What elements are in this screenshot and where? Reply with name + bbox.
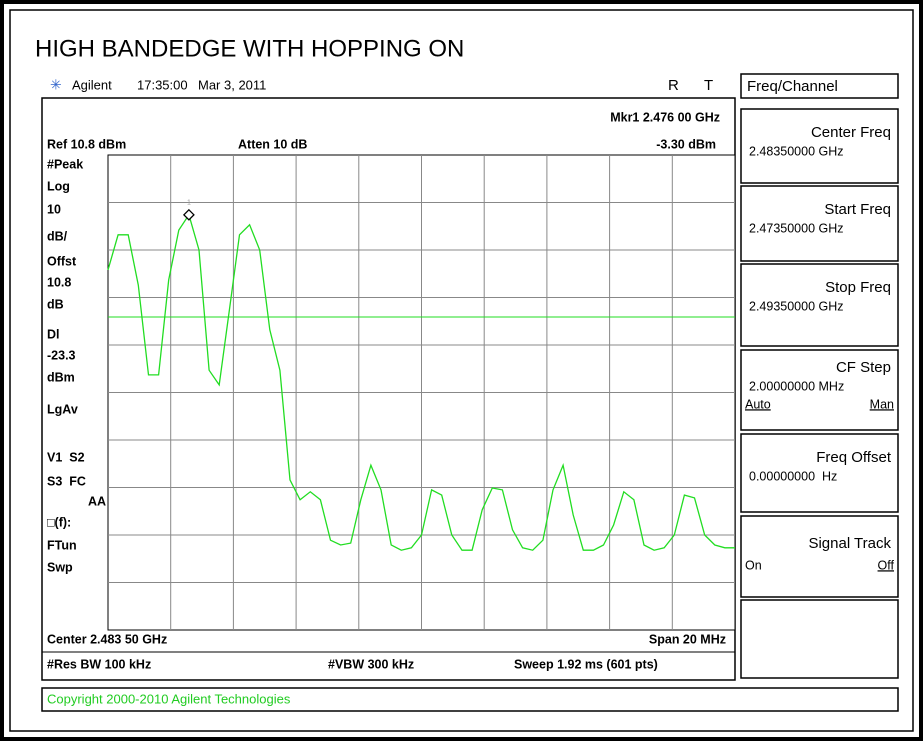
trace	[107, 213, 735, 551]
side-label: □(f):	[47, 515, 71, 529]
side-label: Dl	[47, 327, 60, 341]
menu-title-box	[740, 73, 899, 99]
side-label: LgAv	[47, 402, 78, 416]
side-label: FTun	[47, 538, 77, 552]
softkey[interactable]	[740, 433, 899, 513]
softkey-value: 2.49350000 GHz	[749, 299, 844, 313]
side-label: 10.8	[47, 275, 71, 289]
brand: Agilent	[72, 77, 112, 92]
res-bw: #Res BW 100 kHz	[47, 657, 151, 671]
softkey-label: Signal Track	[808, 535, 891, 552]
softkey-value: 0.00000000 Hz	[749, 469, 837, 483]
center-freq: Center 2.483 50 GHz	[47, 632, 167, 646]
menu-title: Freq/Channel	[747, 78, 838, 95]
side-label: S3 FC	[47, 474, 86, 488]
time: 17:35:00	[137, 77, 188, 92]
softkey-option: Man	[870, 397, 894, 411]
softkey-option: Auto	[745, 397, 771, 411]
vbw: #VBW 300 kHz	[328, 657, 414, 671]
softkey[interactable]	[740, 263, 899, 347]
softkey-label: Center Freq	[811, 124, 891, 141]
side-label: Log	[47, 179, 70, 193]
softkey-value: 2.00000000 MHz	[749, 379, 844, 393]
softkey[interactable]	[740, 108, 899, 184]
side-label: -23.3	[47, 348, 76, 362]
logo: ✳	[50, 77, 62, 93]
softkey[interactable]	[740, 349, 899, 431]
softkey[interactable]	[740, 515, 899, 598]
softkey[interactable]	[740, 185, 899, 262]
softkey-label: Start Freq	[824, 201, 891, 218]
side-label: Swp	[47, 560, 73, 574]
attenuation: Atten 10 dB	[238, 137, 307, 151]
marker-level: -3.30 dBm	[656, 137, 716, 151]
softkey-label: CF Step	[836, 359, 891, 376]
flag: T	[704, 77, 713, 94]
side-label: AA	[88, 494, 106, 508]
date: Mar 3, 2011	[198, 77, 266, 92]
title: HIGH BANDEDGE WITH HOPPING ON	[35, 35, 464, 62]
copyright: Copyright 2000-2010 Agilent Technologies	[47, 691, 291, 706]
status-bar	[41, 687, 899, 712]
softkey-value: 2.47350000 GHz	[749, 221, 844, 235]
side-label: dB	[47, 297, 64, 311]
ref-level: Ref 10.8 dBm	[47, 137, 126, 151]
softkey-label: Stop Freq	[825, 279, 891, 296]
marker	[182, 208, 195, 221]
side-label: dB/	[47, 229, 68, 243]
softkey[interactable]	[740, 599, 899, 679]
side-label: V1 S2	[47, 450, 85, 464]
side-label: #Peak	[47, 157, 83, 171]
softkey-value: 2.48350000 GHz	[749, 144, 844, 158]
sweep: Sweep 1.92 ms (601 pts)	[514, 657, 658, 671]
span: Span 20 MHz	[649, 632, 726, 646]
side-label: dBm	[47, 370, 75, 384]
marker-readout: Mkr1 2.476 00 GHz	[610, 110, 720, 124]
softkey-option: On	[745, 558, 762, 572]
side-label: 10	[47, 202, 61, 216]
marker-id: 1	[187, 200, 191, 207]
softkey-option: Off	[878, 558, 895, 572]
flag: R	[668, 77, 679, 94]
inner-frame	[9, 9, 914, 732]
side-label: Offst	[47, 254, 77, 268]
softkey-label: Freq Offset	[816, 449, 892, 466]
